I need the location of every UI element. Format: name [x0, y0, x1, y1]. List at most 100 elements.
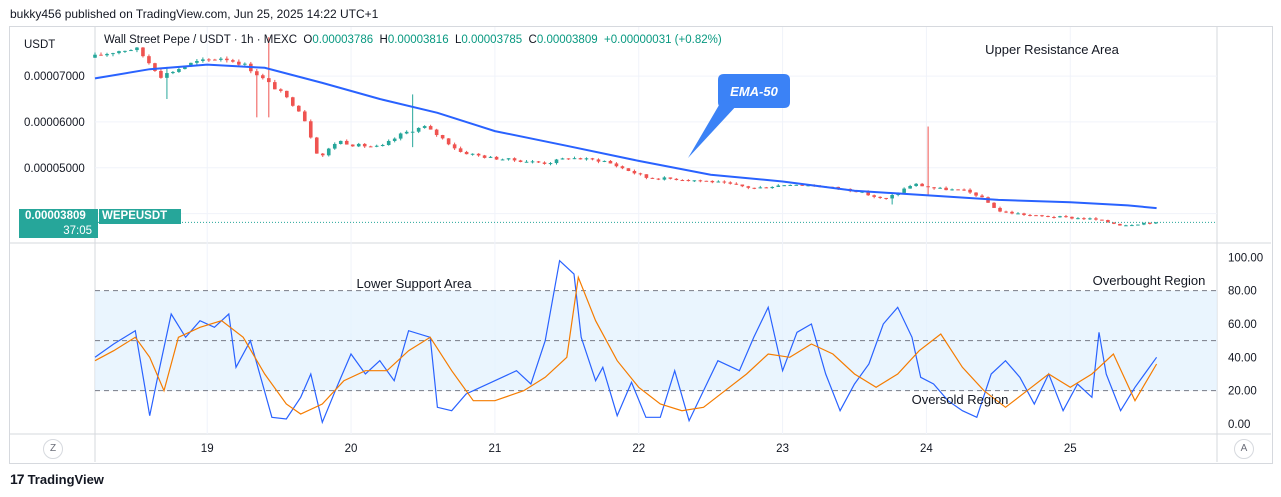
- candle-down: [1100, 219, 1104, 221]
- candle-down: [596, 159, 601, 162]
- candle-up: [782, 185, 787, 187]
- candle-up: [410, 131, 415, 133]
- candle-down: [1094, 218, 1098, 220]
- candle-up: [1124, 225, 1128, 227]
- candle-down: [542, 162, 547, 164]
- candle-down: [1148, 222, 1152, 224]
- legend-l-label: L: [454, 34, 462, 46]
- candle-down: [237, 61, 241, 65]
- ema-callout-bubble: [718, 74, 790, 108]
- candle-down: [1028, 214, 1032, 216]
- candle-down: [225, 58, 229, 61]
- candle-up: [530, 161, 535, 163]
- candle-down: [452, 144, 457, 149]
- candle-down: [590, 158, 595, 160]
- currency-label[interactable]: USDT: [24, 39, 55, 51]
- candle-up: [332, 143, 337, 149]
- candle-down: [614, 163, 619, 167]
- legend-o-label: O: [303, 34, 313, 46]
- candle-up: [1058, 216, 1062, 218]
- candle-down: [650, 177, 655, 179]
- candle-up: [243, 63, 247, 65]
- candle-down: [476, 153, 481, 156]
- candle-up: [338, 140, 343, 144]
- candle-down: [728, 182, 733, 184]
- candle-down: [968, 189, 972, 193]
- bar-countdown: 37:05: [19, 224, 98, 238]
- candle-up: [398, 133, 403, 139]
- candle-down: [213, 59, 217, 61]
- candle-up: [572, 158, 577, 160]
- candle-down: [1010, 211, 1014, 214]
- oscillator-tick-label: 40.00: [1228, 352, 1257, 364]
- time-tick-label: 23: [776, 443, 789, 455]
- candle-down: [674, 178, 679, 181]
- candle-down: [482, 155, 487, 158]
- candle-down: [153, 63, 157, 71]
- candle-up: [386, 140, 391, 146]
- candle-up: [1076, 218, 1080, 220]
- candle-down: [746, 186, 751, 188]
- candle-down: [740, 184, 745, 187]
- candle-up: [117, 51, 121, 54]
- tradingview-logo[interactable]: 17 TradingView: [10, 471, 104, 487]
- candle-up: [584, 158, 589, 160]
- last-price-ticker: WEPEUSDT: [99, 209, 181, 224]
- candle-up: [195, 60, 199, 63]
- overbought-label: Overbought Region: [1093, 273, 1206, 288]
- tradingview-logo-icon: 17: [10, 471, 25, 487]
- oscillator-tick-label: 20.00: [1228, 386, 1257, 398]
- candle-down: [962, 189, 966, 191]
- ema-callout-label: EMA-50: [730, 84, 778, 99]
- candle-up: [171, 71, 175, 74]
- candle-up: [93, 54, 97, 58]
- candle-down: [992, 202, 996, 208]
- candle-down: [308, 121, 313, 138]
- legend-change: +0.00000031 (+0.82%): [604, 34, 722, 46]
- candle-down: [944, 187, 948, 191]
- legend-symbol[interactable]: Wall Street Pepe / USDT · 1h · MEXC: [104, 34, 298, 46]
- candle-down: [686, 180, 691, 182]
- timezone-badge[interactable]: Z: [43, 439, 63, 459]
- candle-down: [644, 174, 649, 178]
- time-tick-label: 19: [201, 443, 214, 455]
- candle-down: [147, 56, 151, 64]
- candle-down: [638, 173, 643, 175]
- candle-down: [734, 183, 739, 185]
- candle-up: [177, 69, 181, 72]
- candle-down: [752, 187, 757, 189]
- candle-down: [279, 89, 283, 91]
- candle-down: [296, 105, 301, 112]
- published-caption: bukky456 published on TradingView.com, J…: [10, 7, 379, 21]
- candle-down: [608, 160, 613, 164]
- ema-callout: EMA-50: [688, 74, 790, 158]
- candle-up: [1142, 222, 1146, 225]
- legend-l-value: 0.00003785: [461, 34, 523, 46]
- candle-down: [255, 71, 259, 76]
- oscillator-tick-label: 100.00: [1228, 252, 1263, 264]
- candle-up: [380, 145, 385, 147]
- candle-up: [183, 66, 187, 70]
- candle-down: [231, 60, 235, 62]
- candle-down: [866, 191, 870, 196]
- candle-up: [950, 189, 954, 191]
- candle-down: [1040, 215, 1044, 217]
- candle-down: [290, 97, 295, 106]
- candle-down: [368, 146, 373, 148]
- candle-down: [764, 187, 769, 189]
- candle-up: [356, 143, 361, 147]
- candle-down: [878, 196, 882, 198]
- auto-scale-badge[interactable]: A: [1234, 439, 1254, 459]
- time-tick-label: 24: [920, 443, 933, 455]
- candle-down: [1046, 215, 1050, 217]
- candle-down: [980, 195, 984, 198]
- candle-up: [806, 185, 811, 187]
- legend-h-label: H: [379, 34, 388, 46]
- candle-up: [201, 59, 205, 61]
- candle-up: [560, 158, 565, 160]
- candle-down: [141, 47, 145, 57]
- candle-up: [524, 161, 529, 163]
- candle-up: [470, 153, 475, 155]
- chart-frame[interactable]: [9, 26, 1273, 464]
